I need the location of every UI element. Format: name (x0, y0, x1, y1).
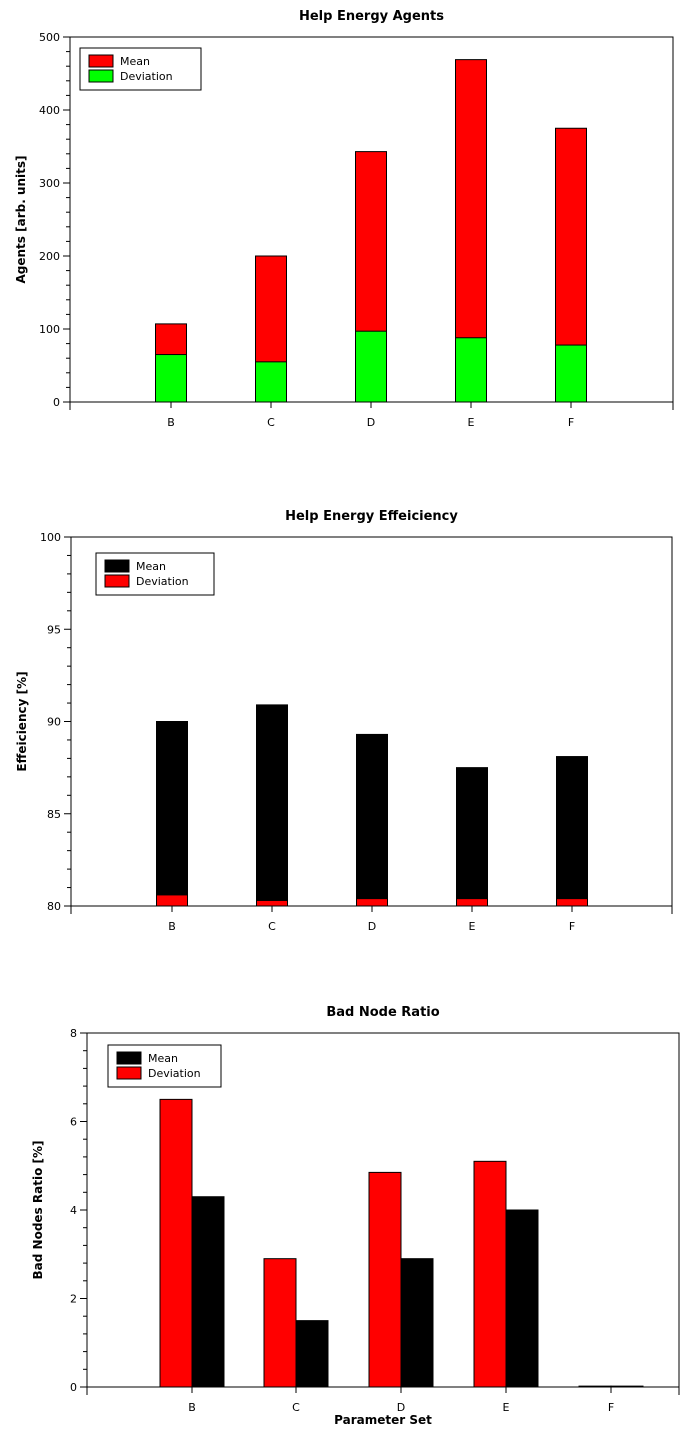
y-tick-label: 300 (39, 177, 60, 190)
legend-label-deviation: Deviation (120, 70, 173, 83)
y-tick-label: 0 (70, 1381, 77, 1394)
bar-deviation-d (355, 330, 387, 403)
chart-title: Bad Node Ratio (326, 1005, 439, 1020)
bad-node-ratio-chart: Bad Node Ratio 0 2 4 6 8 B C D E F Parameter Set Bad… (31, 1005, 680, 1427)
x-tick-label-f: F (608, 1401, 614, 1414)
y-tick-label: 500 (39, 31, 60, 44)
bar-mean-b (156, 721, 188, 907)
x-tick-label-d: D (397, 1401, 405, 1414)
legend-swatch-deviation (104, 574, 130, 588)
bar-deviation-e (473, 1160, 507, 1388)
legend-swatch-deviation (116, 1066, 142, 1080)
y-axis-title: Bad Nodes Ratio [%] (31, 1141, 45, 1280)
y-tick-label: 100 (40, 531, 61, 544)
x-axis-title: Parameter Set (334, 1413, 432, 1427)
x-tick-label-c: C (268, 920, 276, 930)
y-axis-title: Agents [arb. units] (14, 155, 28, 283)
help-energy-agents-chart: Help Energy Agents 0 100 200 300 400 500 B C D E F P… (14, 9, 674, 430)
y-tick-label: 90 (47, 716, 61, 729)
y-tick-label: 85 (47, 808, 61, 821)
x-tick-label-f: F (569, 920, 575, 930)
x-tick-label-e: E (503, 1401, 510, 1414)
bar-mean-f (556, 756, 588, 907)
bar-deviation-d (356, 898, 388, 907)
y-tick-label: 80 (47, 900, 61, 913)
legend-swatch-mean (116, 1051, 142, 1065)
legend-swatch-mean (88, 54, 114, 68)
y-tick-label: 95 (47, 623, 61, 636)
y-tick-label: 0 (53, 396, 60, 409)
y-tick-label: 4 (70, 1204, 77, 1217)
y-tick-label: 2 (70, 1293, 77, 1306)
bar-deviation-e (456, 898, 488, 907)
bar-mean-c (256, 704, 288, 907)
y-tick-label: 400 (39, 104, 60, 117)
x-tick-label-f: F (568, 416, 574, 429)
y-tick-label: 6 (70, 1116, 77, 1129)
legend-label-mean: Mean (136, 560, 166, 573)
help-energy-efficiency-chart: Help Energy Effeiciency80859095100BCDEFP… (15, 509, 673, 930)
x-tick-label-b: B (167, 416, 175, 429)
chart-title: Help Energy Agents (299, 9, 444, 24)
bar-mean-d (356, 733, 388, 907)
bar-deviation-c (263, 1258, 297, 1388)
x-tick-label-e: E (468, 416, 475, 429)
legend-swatch-mean (104, 559, 130, 573)
x-tick-label-d: D (367, 416, 375, 429)
bar-deviation-d (368, 1171, 402, 1388)
x-tick-label-c: C (292, 1401, 300, 1414)
bar-deviation-b (156, 894, 188, 907)
chart-title: Help Energy Effeiciency (285, 509, 458, 524)
bar-deviation-c (255, 361, 287, 403)
y-axis-title: Effeiciency [%] (15, 671, 29, 771)
x-tick-label-d: D (368, 920, 376, 930)
legend-label-deviation: Deviation (148, 1067, 201, 1080)
legend-label-deviation: Deviation (136, 575, 189, 588)
x-axis-title: Parameter Set (323, 428, 421, 430)
bar-mean-b (191, 1196, 225, 1388)
legend-label-mean: Mean (120, 55, 150, 68)
y-tick-label: 8 (70, 1027, 77, 1040)
bar-deviation-b (155, 354, 187, 403)
bar-mean-d (400, 1258, 434, 1388)
y-tick-label: 200 (39, 250, 60, 263)
bar-mean-e (456, 767, 488, 907)
x-tick-label-e: E (469, 920, 476, 930)
bar-mean-c (295, 1320, 329, 1388)
bar-deviation-f (555, 344, 587, 403)
x-tick-label-c: C (267, 416, 275, 429)
bar-mean-e (505, 1209, 539, 1388)
bar-deviation-c (256, 899, 288, 907)
legend-label-mean: Mean (148, 1052, 178, 1065)
y-tick-label: 100 (39, 323, 60, 336)
bar-deviation-f (556, 898, 588, 907)
bar-deviation-b (159, 1098, 193, 1388)
legend-swatch-deviation (88, 69, 114, 83)
bar-deviation-e (455, 337, 487, 403)
x-tick-label-b: B (188, 1401, 196, 1414)
x-tick-label-b: B (168, 920, 176, 930)
